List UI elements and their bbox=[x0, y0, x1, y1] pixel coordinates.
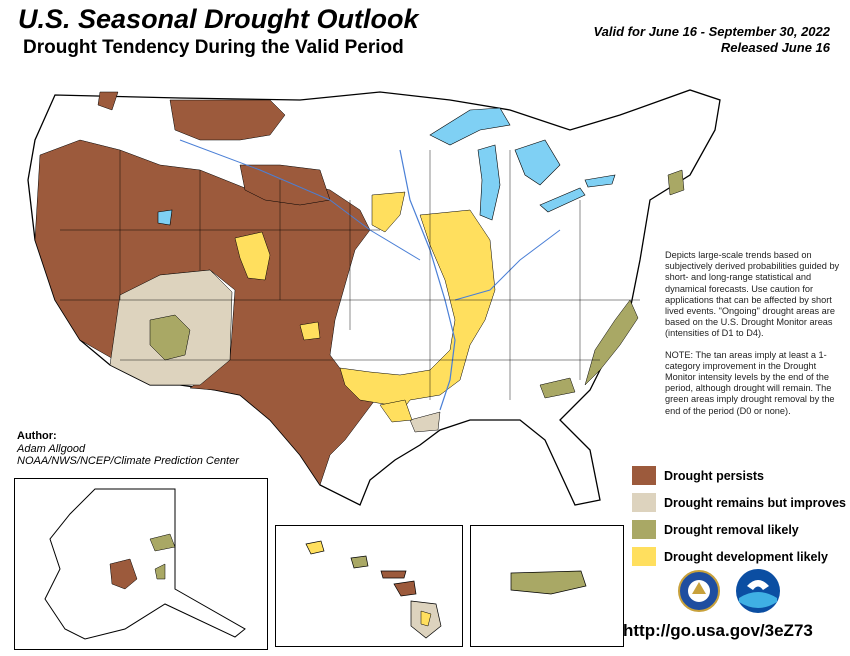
puerto-rico-inset bbox=[470, 525, 624, 647]
region-persists-idaho bbox=[97, 91, 119, 111]
alaska-inset bbox=[14, 478, 268, 650]
ohio-river bbox=[454, 229, 561, 301]
legend-item-removal: Drought removal likely bbox=[632, 516, 846, 543]
region-removal-newengland bbox=[667, 169, 685, 196]
valid-period: Valid for June 16 - September 30, 2022 R… bbox=[593, 24, 830, 56]
puerto-rico-map bbox=[510, 570, 587, 595]
noaa-logo-icon bbox=[736, 569, 780, 613]
region-persists-dakota bbox=[239, 164, 331, 206]
footer-url[interactable]: http://go.usa.gov/3eZ73 bbox=[623, 621, 813, 640]
legend-label: Drought development likely bbox=[664, 549, 828, 564]
missouri-river bbox=[179, 139, 421, 261]
author-org: NOAA/NWS/NCEP/Climate Prediction Center bbox=[17, 455, 239, 467]
big-island-development bbox=[420, 610, 432, 627]
doc-seal-icon bbox=[678, 570, 720, 612]
alaska-map bbox=[44, 488, 246, 640]
legend-swatch bbox=[632, 520, 656, 539]
page-subtitle: Drought Tendency During the Valid Period bbox=[23, 37, 404, 58]
region-development-mississippi bbox=[339, 209, 496, 421]
great-salt-lake bbox=[157, 209, 173, 226]
legend-label: Drought removal likely bbox=[664, 522, 799, 537]
legend: Drought persists Drought remains but imp… bbox=[632, 462, 846, 570]
legend-item-improves: Drought remains but improves bbox=[632, 489, 846, 516]
lake-erie bbox=[539, 187, 586, 213]
description-text: Depicts large-scale trends based on subj… bbox=[665, 250, 840, 339]
author-heading: Author: bbox=[17, 430, 57, 442]
state-borders bbox=[60, 150, 640, 400]
page-title: U.S. Seasonal Drought Outlook bbox=[18, 4, 419, 34]
released-line: Released June 16 bbox=[720, 40, 830, 55]
region-improves-louisiana bbox=[409, 411, 441, 433]
legend-swatch bbox=[632, 466, 656, 485]
note-text: NOTE: The tan areas imply at least a 1-c… bbox=[665, 349, 835, 416]
lake-michigan bbox=[477, 144, 501, 221]
legend-label: Drought persists bbox=[664, 468, 765, 483]
kauai-island bbox=[305, 540, 325, 555]
notes-panel: Depicts large-scale trends based on subj… bbox=[665, 250, 845, 427]
alaska-removal-south bbox=[154, 563, 166, 580]
region-persists-montana bbox=[169, 99, 286, 141]
author-block: Author: Adam Allgood NOAA/NWS/NCEP/Clima… bbox=[17, 430, 239, 468]
molokai-island bbox=[380, 570, 407, 579]
region-removal-carolinas bbox=[584, 299, 639, 386]
hawaii-inset bbox=[275, 525, 463, 647]
region-development-colorado bbox=[234, 231, 271, 281]
region-development-texas bbox=[379, 399, 413, 423]
hawaii-map bbox=[305, 540, 442, 639]
valid-line: Valid for June 16 - September 30, 2022 bbox=[593, 24, 830, 39]
region-development-kansas bbox=[299, 321, 321, 341]
puerto-rico-removal bbox=[510, 570, 587, 595]
region-removal-arizona bbox=[149, 314, 191, 361]
legend-label: Drought remains but improves bbox=[664, 495, 846, 510]
region-removal-georgia bbox=[539, 377, 576, 399]
lake-superior bbox=[429, 107, 511, 146]
legend-swatch bbox=[632, 547, 656, 566]
legend-item-development: Drought development likely bbox=[632, 543, 846, 570]
region-development-minnesota bbox=[371, 191, 406, 233]
alaska-removal bbox=[149, 533, 176, 552]
legend-item-persists: Drought persists bbox=[632, 462, 846, 489]
author-name: Adam Allgood bbox=[17, 442, 86, 455]
alaska-persists bbox=[109, 558, 138, 590]
oahu-island bbox=[350, 555, 369, 569]
maui-island bbox=[393, 580, 417, 597]
lake-ontario bbox=[584, 174, 616, 188]
legend-swatch bbox=[632, 493, 656, 512]
lake-huron bbox=[514, 139, 561, 186]
